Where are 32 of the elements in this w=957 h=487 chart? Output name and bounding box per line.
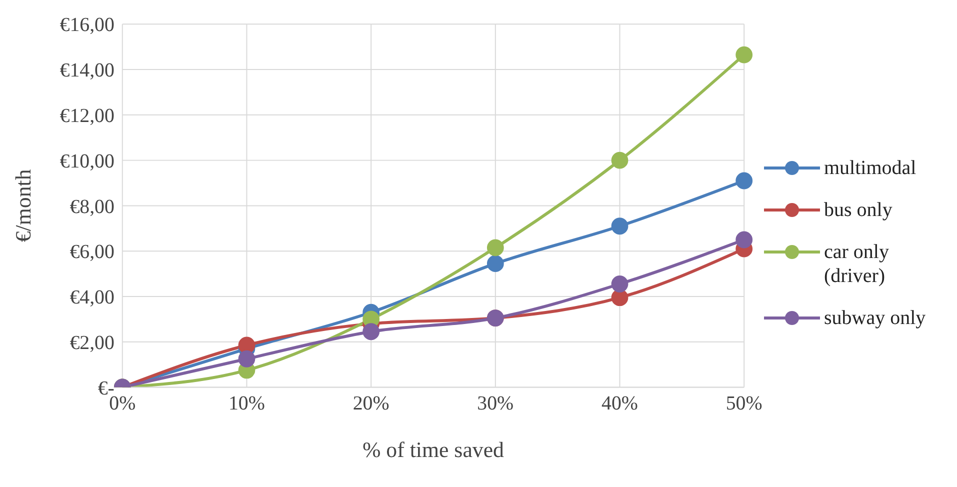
x-axis-title: % of time saved — [362, 438, 504, 462]
point — [486, 255, 504, 272]
point — [238, 350, 256, 368]
y-axis-title: €/month — [12, 169, 36, 242]
x-tick-label: 20% — [352, 392, 390, 414]
y-tick-label: €4,00 — [70, 286, 114, 309]
legend-label: bus only — [824, 198, 892, 222]
y-tick-label: €6,00 — [70, 241, 114, 264]
y-tick-label: €2,00 — [70, 332, 114, 354]
point — [736, 46, 753, 64]
x-tick-label: 10% — [228, 392, 265, 414]
legend-label: subway only — [824, 306, 926, 330]
y-tick-label: €12,00 — [60, 104, 114, 127]
y-tick-label: €14,00 — [60, 60, 114, 82]
point — [362, 323, 380, 340]
x-tick-label: 40% — [602, 392, 638, 414]
y-tick-label: €10,00 — [60, 150, 114, 172]
x-tick-label: 30% — [477, 392, 514, 414]
legend-label: multimodal — [824, 156, 916, 180]
y-tick-label: €8,00 — [70, 196, 114, 218]
point — [611, 276, 628, 292]
x-tick-label: 50% — [726, 392, 762, 414]
point — [736, 172, 753, 190]
x-tick-label: 0% — [109, 392, 136, 414]
point — [611, 152, 628, 169]
legend-label: car only (driver) — [824, 240, 890, 288]
y-tick-label: €16,00 — [60, 14, 114, 36]
point — [611, 218, 628, 235]
point — [486, 239, 504, 256]
point — [736, 231, 753, 248]
point — [238, 336, 256, 354]
point — [611, 289, 628, 306]
